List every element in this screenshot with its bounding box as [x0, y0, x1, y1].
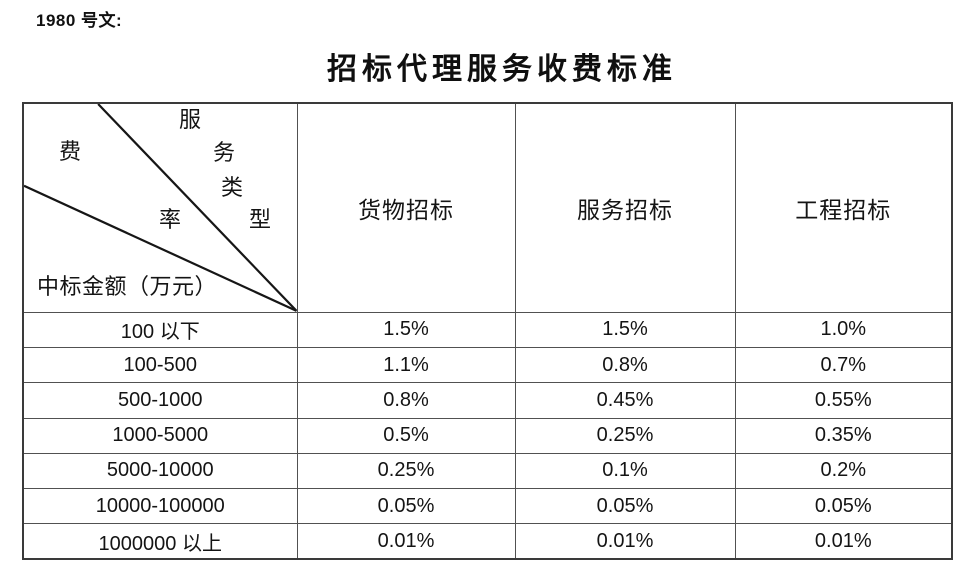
rate-cell: 0.55% [734, 382, 953, 419]
rate-cell: 0.7% [734, 347, 953, 384]
rate-cell: 0.1% [514, 452, 736, 489]
amount-range-cell: 1000-5000 [22, 417, 298, 454]
rate-cell: 0.45% [514, 382, 736, 419]
column-header-engineering: 工程招标 [734, 102, 953, 313]
corner-service-char-3: 类 [221, 175, 244, 200]
diagonal-lines [24, 104, 296, 312]
table-row: 500-1000 0.8% 0.45% 0.55% [22, 382, 953, 419]
table-row: 1000-5000 0.5% 0.25% 0.35% [22, 417, 953, 454]
row-axis-label: 中标金额（万元） [37, 274, 218, 299]
rate-cell: 0.2% [734, 452, 953, 489]
fee-standard-table: 费 服 务 类 型 率 中标金额（万元） 货物招标 服务招标 工程招标 100 … [22, 102, 953, 560]
rate-cell: 0.8% [296, 382, 516, 419]
amount-range-cell: 100 以下 [22, 311, 298, 349]
rate-cell: 1.5% [296, 311, 516, 349]
rate-cell: 0.25% [514, 417, 736, 454]
amount-range-cell: 1000000 以上 [22, 523, 298, 560]
table-row: 100-500 1.1% 0.8% 0.7% [22, 347, 953, 384]
rate-cell: 0.01% [514, 523, 736, 560]
column-header-goods: 货物招标 [296, 102, 516, 313]
doc-number-label: 1980 号文: [36, 11, 123, 30]
rate-cell: 0.8% [514, 347, 736, 384]
table-row: 5000-10000 0.25% 0.1% 0.2% [22, 452, 953, 489]
rate-cell: 0.05% [296, 487, 516, 525]
amount-range-cell: 10000-100000 [22, 487, 298, 525]
amount-range-cell: 500-1000 [22, 382, 298, 419]
corner-service-char-4: 型 [249, 207, 272, 232]
corner-rate-char: 率 [159, 207, 182, 232]
rate-cell: 1.5% [514, 311, 736, 349]
rate-cell: 0.5% [296, 417, 516, 454]
rate-cell: 0.25% [296, 452, 516, 489]
table-row: 1000000 以上 0.01% 0.01% 0.01% [22, 523, 953, 560]
diagonal-corner-cell: 费 服 务 类 型 率 中标金额（万元） [22, 102, 298, 313]
corner-fee-char: 费 [59, 139, 82, 164]
rate-cell: 0.35% [734, 417, 953, 454]
column-header-services: 服务招标 [514, 102, 736, 313]
rate-cell: 1.0% [734, 311, 953, 349]
page-title: 招标代理服务收费标准 [327, 53, 677, 86]
table-row: 10000-100000 0.05% 0.05% 0.05% [22, 487, 953, 525]
table-row: 100 以下 1.5% 1.5% 1.0% [22, 311, 953, 349]
rate-cell: 1.1% [296, 347, 516, 384]
corner-service-char-2: 务 [213, 140, 236, 165]
table-header-row: 费 服 务 类 型 率 中标金额（万元） 货物招标 服务招标 工程招标 [22, 102, 953, 313]
rate-cell: 0.05% [514, 487, 736, 525]
rate-cell: 0.05% [734, 487, 953, 525]
amount-range-cell: 100-500 [22, 347, 298, 384]
rate-cell: 0.01% [296, 523, 516, 560]
amount-range-cell: 5000-10000 [22, 452, 298, 489]
rate-cell: 0.01% [734, 523, 953, 560]
corner-service-char-1: 服 [179, 107, 202, 132]
